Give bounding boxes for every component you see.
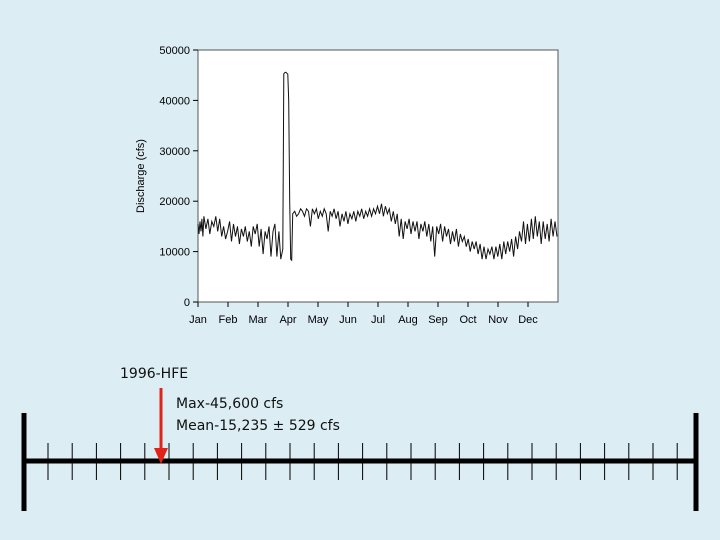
x-tick-label: May <box>308 314 329 326</box>
x-tick-label: Nov <box>488 314 508 326</box>
x-tick-label: Sep <box>428 314 448 326</box>
x-tick-label: Oct <box>459 314 476 326</box>
x-tick-label: Apr <box>279 314 296 326</box>
discharge-series-line <box>197 71 558 262</box>
x-axis: Jan Feb Mar Apr May Jun Jul Aug Sep Oct Nov Dec <box>189 302 538 326</box>
x-tick-label: Mar <box>249 314 268 326</box>
max-discharge-label: Max-45,600 cfs <box>176 396 284 412</box>
y-tick-label: 50000 <box>159 45 190 57</box>
x-tick-label: Feb <box>219 314 238 326</box>
y-tick-label: 0 <box>184 297 190 309</box>
y-axis-label: Discharge (cfs) <box>135 139 147 213</box>
mean-discharge-label: Mean-15,235 ± 529 cfs <box>176 418 340 434</box>
y-tick-label: 30000 <box>159 146 190 158</box>
x-tick-label: Jan <box>189 314 207 326</box>
y-tick-label: 20000 <box>159 196 190 208</box>
x-tick-label: Dec <box>518 314 538 326</box>
x-tick-label: Aug <box>398 314 418 326</box>
x-tick-label: Jun <box>339 314 357 326</box>
plot-area <box>197 49 559 303</box>
y-tick-label: 40000 <box>159 95 190 107</box>
x-tick-label: Jul <box>371 314 385 326</box>
y-tick-label: 10000 <box>159 247 190 259</box>
event-label: 1996-HFE <box>120 366 189 382</box>
y-axis: 0 10000 20000 30000 40000 50000 <box>159 45 198 309</box>
